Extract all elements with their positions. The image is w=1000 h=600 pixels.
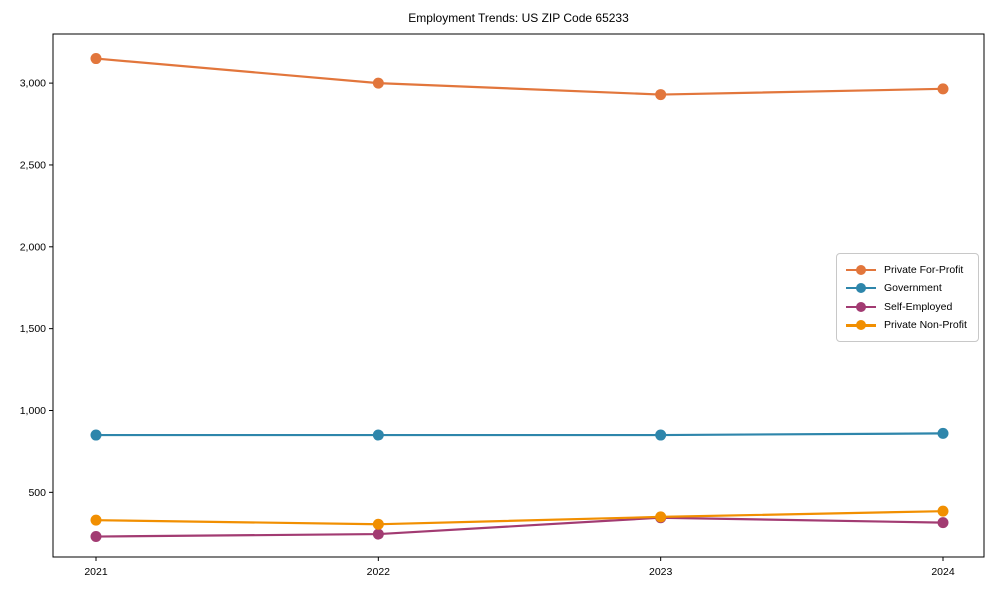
- data-point-marker: [655, 429, 667, 441]
- legend-label: Private For-Profit: [884, 263, 964, 276]
- legend: Private For-Profit Government Self-Emplo…: [836, 253, 979, 342]
- y-tick-label: 1,500: [20, 323, 46, 335]
- legend-item: Government: [846, 280, 970, 297]
- data-point-marker: [90, 514, 102, 526]
- legend-item: Private For-Profit: [846, 261, 970, 278]
- legend-label: Government: [884, 282, 942, 295]
- x-tick-label: 2023: [649, 566, 673, 578]
- plot-frame: [52, 33, 985, 558]
- data-point-marker: [937, 83, 949, 95]
- x-tick-label: 2021: [84, 566, 108, 578]
- legend-label: Private Non-Profit: [884, 319, 967, 332]
- chart-title: Employment Trends: US ZIP Code 65233: [408, 11, 629, 25]
- y-tick-label: 2,500: [20, 159, 46, 171]
- data-point-marker: [937, 517, 949, 529]
- data-point-marker: [90, 53, 102, 65]
- x-tick-label: 2022: [367, 566, 391, 578]
- line-marker-icon: [846, 264, 876, 276]
- series-line: [95, 510, 944, 526]
- y-tick-label: 2,000: [20, 241, 46, 253]
- data-point-marker: [372, 429, 384, 441]
- y-tick-label: 3,000: [20, 78, 46, 90]
- data-point-marker: [90, 429, 102, 441]
- data-point-marker: [372, 528, 384, 540]
- series-line: [95, 57, 944, 96]
- y-tick-label: 1,000: [20, 405, 46, 417]
- series-line: [96, 432, 944, 437]
- y-tick-label: 500: [28, 487, 46, 499]
- data-point-marker: [937, 427, 949, 439]
- line-marker-icon: [846, 282, 876, 294]
- data-point-marker: [372, 77, 384, 89]
- legend-item: Self-Employed: [846, 298, 970, 315]
- line-marker-icon: [846, 319, 876, 331]
- legend-item: Private Non-Profit: [846, 317, 970, 334]
- data-point-marker: [655, 511, 667, 523]
- data-point-marker: [90, 531, 102, 543]
- data-point-marker: [655, 89, 667, 101]
- x-tick-label: 2024: [931, 566, 955, 578]
- line-marker-icon: [846, 301, 876, 313]
- data-point-marker: [937, 505, 949, 517]
- series-line: [95, 516, 944, 538]
- data-point-marker: [372, 518, 384, 530]
- legend-label: Self-Employed: [884, 300, 953, 313]
